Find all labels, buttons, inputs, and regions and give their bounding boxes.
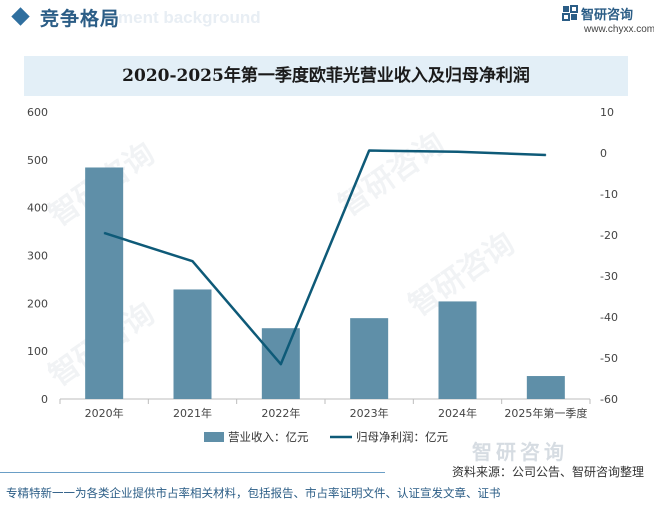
x-tick-label: 2024年 — [438, 406, 477, 420]
y-right-tick-label: -30 — [600, 270, 618, 283]
footer-note: 专精特新一一为各类企业提供市占率相关材料，包括报告、市占率证明文件、认证宣发文章… — [6, 486, 501, 500]
y-left-tick-label: 500 — [27, 154, 48, 167]
y-right-tick-label: -10 — [600, 188, 618, 201]
y-left-tick-label: 200 — [27, 297, 48, 310]
brand-watermark: 智研咨询 — [472, 440, 568, 464]
x-tick-label: 2022年 — [261, 406, 300, 420]
y-left-tick-label: 600 — [27, 106, 48, 119]
bar — [438, 301, 477, 399]
line-point — [192, 260, 193, 262]
header: ment background 竞争格局 智研咨询 www.chyxx.com — [0, 0, 654, 40]
chart-title: 2020-2025年第一季度欧菲光营业收入及归母净利润 — [122, 66, 530, 86]
line-point — [280, 363, 282, 365]
bar — [350, 318, 389, 399]
legend-line-label: 归母净利润：亿元 — [356, 430, 448, 444]
y-right-tick-label: -60 — [600, 393, 618, 406]
source-text: 资料来源：公司公告、智研咨询整理 — [451, 465, 644, 479]
brand-name: 智研咨询 — [581, 8, 634, 23]
chart-area: 0 100 200 300 400 500 600 -60 -50 -40 -30 -20 -10 0 10… — [27, 106, 618, 444]
x-tick-label: 2025年第一季度 — [504, 406, 587, 420]
header-background-text: ment background — [118, 8, 261, 27]
y-left-tick-label: 300 — [27, 250, 48, 263]
x-tick-label: 2021年 — [173, 406, 212, 420]
footer-divider — [0, 472, 385, 473]
x-tick-label: 2020年 — [85, 406, 124, 420]
title-band — [24, 56, 628, 96]
y-left-tick-label: 0 — [41, 393, 48, 406]
x-tick-label: 2023年 — [350, 406, 389, 420]
brand-url: www.chyxx.com — [584, 24, 654, 35]
y-right-tick-label: -40 — [600, 311, 618, 324]
line-point — [457, 151, 458, 153]
line-series — [103, 149, 546, 366]
legend-bar-label: 营业收入：亿元 — [228, 430, 309, 444]
diamond-icon — [11, 7, 30, 26]
y-right-tick-label: 10 — [600, 106, 614, 119]
y-right-tick-label: -50 — [600, 352, 618, 365]
y-left-tick-label: 400 — [27, 202, 48, 215]
section-title: 竞争格局 — [40, 8, 121, 30]
brand-logo-icon — [562, 5, 578, 21]
y-left-tick-label: 100 — [27, 345, 48, 358]
bar — [85, 167, 124, 399]
line-point — [368, 150, 370, 152]
bar — [173, 289, 212, 399]
y-right-tick-label: 0 — [600, 147, 607, 160]
line-point — [103, 232, 105, 234]
y-right-tick-label: -20 — [600, 229, 618, 242]
bar — [526, 376, 565, 399]
legend-bar-swatch — [204, 432, 224, 442]
line-point — [545, 154, 547, 156]
